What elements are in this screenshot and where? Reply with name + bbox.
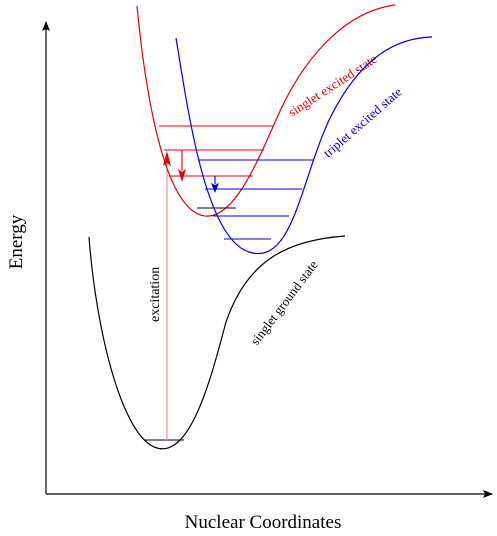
- ground-state-curve: [88, 235, 346, 450]
- y-axis-label: Energy: [6, 214, 27, 269]
- singlet-excited-curve: [136, 4, 396, 217]
- excitation-label: excitation: [148, 267, 163, 322]
- singlet-relaxation-arrowhead: [178, 169, 186, 182]
- triplet-excited-curve: [175, 36, 433, 255]
- ground-state: singlet ground state: [88, 235, 346, 450]
- x-axis-label: Nuclear Coordinates: [185, 512, 342, 533]
- intersystem-crossing-arrowhead: [211, 183, 219, 193]
- triplet-excited-label: triplet excited state: [320, 84, 405, 160]
- singlet-excited-state: singlet excited state: [136, 4, 396, 217]
- ground-state-label: singlet ground state: [247, 257, 320, 348]
- excitation-transition: excitation: [148, 151, 171, 440]
